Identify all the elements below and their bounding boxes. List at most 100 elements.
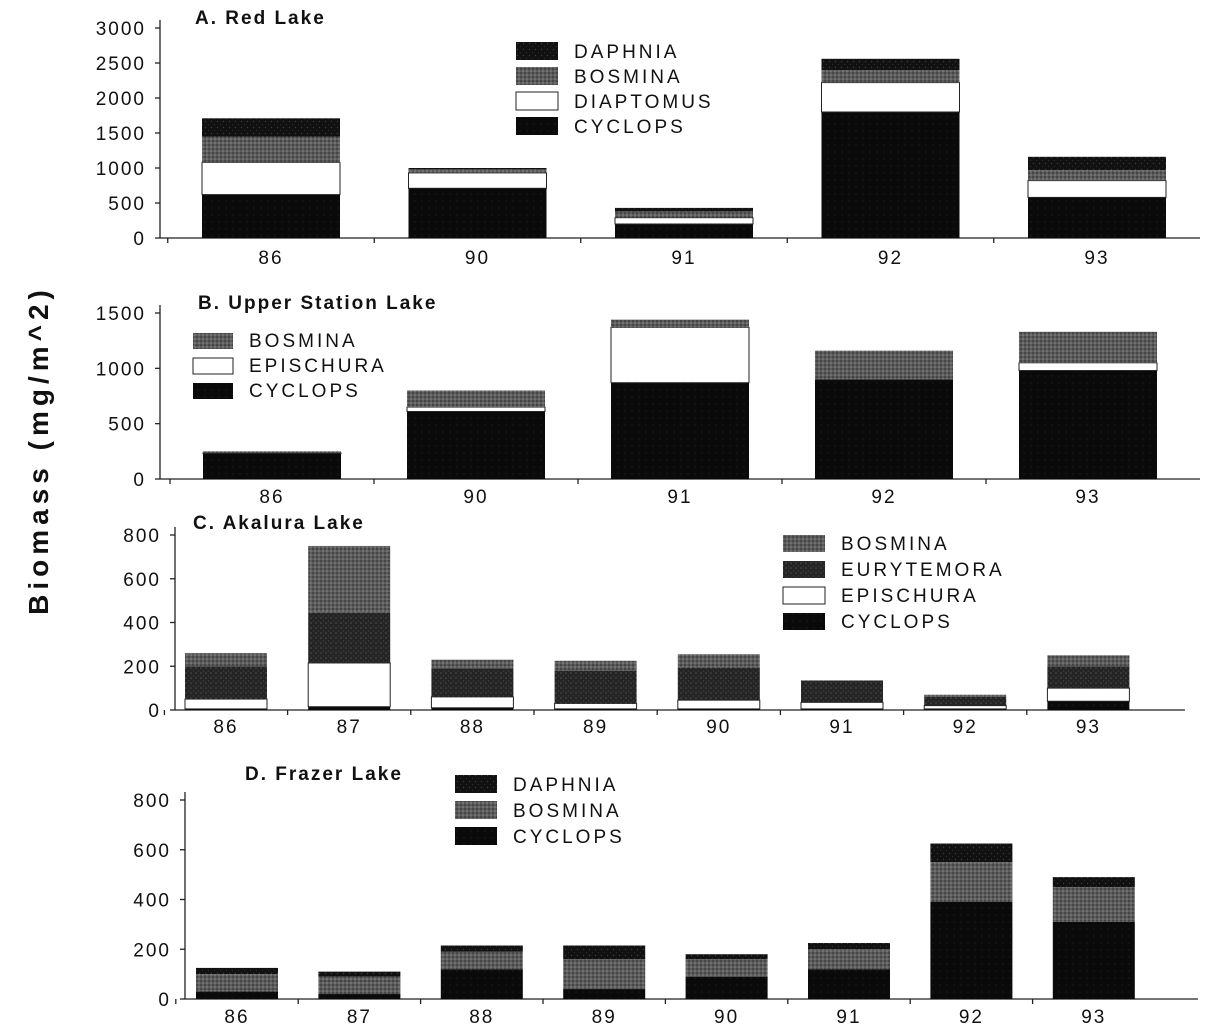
y-tick-label: 200	[123, 657, 161, 678]
bar-segment-cyclops-86	[203, 453, 341, 479]
y-tick-label: 800	[123, 526, 161, 547]
x-tick-label: 91	[829, 717, 854, 738]
bar-segment-cyclops-86	[196, 991, 278, 999]
bar-segment-cyclops-86	[202, 194, 340, 238]
y-tick-label: 1500	[96, 124, 146, 145]
bar-segment-epischura-88	[430, 696, 514, 709]
bar-segment-bosmina-92	[924, 694, 1007, 697]
bar-segment-eurytemora-90	[677, 667, 760, 701]
legend-swatch-bosmina	[193, 333, 233, 349]
y-tick-label: 3000	[96, 19, 146, 40]
x-tick-label: 93	[1084, 248, 1109, 269]
bar-segment-cyclops-93	[1028, 197, 1166, 238]
bar-segment-bosmina-92	[930, 862, 1013, 902]
panel-frazer-lake: 0 200 400 600 800 86 87 88 89 90 91 92 93 D. Frazer L…	[133, 764, 1198, 1028]
y-tick-label: 600	[133, 841, 171, 862]
legend-label-eurytemora: EURYTEMORA	[841, 560, 1005, 581]
bar-segment-bosmina-92	[815, 350, 953, 380]
bar-segment-cyclops-90	[407, 411, 545, 479]
bar-segment-epischura-86	[184, 698, 268, 710]
legend-label-cyclops: CYCLOPS	[841, 612, 953, 633]
legend-label-bosmina: BOSMINA	[841, 534, 950, 555]
bar-segment-bosmina-89	[563, 959, 646, 990]
y-axis-label: Biomass (mg/m^2)	[23, 285, 54, 615]
bar-segment-eurytemora-86	[185, 666, 267, 700]
bar-segment-bosmina-87	[318, 976, 401, 995]
bar-segment-diaptomus-93	[1027, 180, 1167, 198]
x-tick-label: 93	[1081, 1007, 1106, 1028]
legend-label-cyclops: CYCLOPS	[249, 381, 361, 402]
bar-segment-bosmina-88	[431, 659, 514, 669]
x-tick-label: 92	[953, 717, 978, 738]
y-tick-label: 400	[133, 891, 171, 912]
bar-segment-cyclops-93	[1047, 701, 1130, 710]
x-tick-label: 89	[583, 717, 608, 738]
panel-red-lake: 0 500 1000 1500 2000 2500 3000 86 90 91 92 93 A. Red…	[96, 8, 1200, 269]
x-tick-label: 91	[667, 487, 692, 508]
bar-segment-cyclops-92	[924, 708, 1007, 710]
legend-swatch-bosmina	[783, 535, 825, 552]
panel-akalura-lake: 0 200 400 600 800 86 87 88 89 90 91 92 93 C. Akalura …	[123, 513, 1185, 738]
bar-segment-cyclops-91	[808, 969, 890, 999]
x-tick-label: 86	[213, 717, 238, 738]
y-tick-label: 0	[133, 229, 146, 250]
bar-segment-cyclops-90	[677, 708, 760, 710]
legend-label-bosmina: BOSMINA	[574, 67, 683, 88]
bar-segment-bosmina-90	[408, 169, 547, 173]
y-tick-label: 400	[123, 614, 161, 635]
legend-swatch-cyclops	[455, 827, 497, 845]
y-tick-label: 600	[123, 570, 161, 591]
bar-segment-daphnia-87	[318, 971, 401, 977]
bar-segment-daphnia-90	[408, 168, 547, 170]
legend-swatch-epischura	[192, 357, 234, 375]
bar-segment-bosmina-93	[1047, 655, 1130, 667]
bar-segment-bosmina-93	[1019, 331, 1157, 363]
legend-swatch-bosmina	[516, 67, 558, 85]
bar-segment-eurytemora-89	[554, 670, 637, 704]
bar-segment-eurytemora-91	[801, 680, 883, 703]
y-tick-label: 800	[133, 791, 171, 812]
bar-segment-bosmina-93	[1028, 170, 1166, 181]
bar-segment-cyclops-89	[563, 989, 646, 999]
y-tick-label: 1000	[96, 159, 146, 180]
bar-segment-epischura-90	[677, 699, 761, 710]
bar-segment-daphnia-88	[440, 945, 523, 952]
bar-segment-eurytemora-92	[924, 696, 1007, 706]
x-tick-label: 92	[878, 248, 903, 269]
bar-segment-cyclops-93	[1052, 921, 1135, 999]
legend-swatch-cyclops	[193, 383, 233, 399]
bar-segment-epischura-89	[554, 702, 638, 710]
legend-label-daphnia: DAPHNIA	[513, 775, 618, 796]
bar-segment-daphnia-91	[808, 943, 890, 950]
bar-segment-bosmina-90	[685, 959, 768, 977]
bar-segment-epischura-92	[923, 705, 1007, 710]
x-tick-label: 86	[224, 1007, 249, 1028]
bar-segment-daphnia-93	[1028, 156, 1166, 171]
bar-segment-daphnia-93	[1052, 877, 1135, 888]
bar-segment-epischura-93	[1018, 362, 1158, 372]
bar-segment-epischura-91	[800, 701, 884, 710]
bar-segment-diaptomus-86	[201, 161, 341, 196]
x-tick-label: 90	[465, 248, 490, 269]
bar-segment-bosmina-91	[615, 211, 753, 218]
legend-label-cyclops: CYCLOPS	[513, 827, 625, 848]
bar-segment-bosmina-87	[308, 545, 391, 613]
bar-segment-eurytemora-88	[431, 668, 514, 697]
x-tick-label: 87	[337, 717, 362, 738]
bar-segment-cyclops-91	[615, 224, 753, 238]
bar-segment-cyclops-90	[408, 188, 547, 238]
legend-label-bosmina: BOSMINA	[513, 801, 622, 822]
legend-swatch-cyclops	[783, 613, 825, 630]
x-tick-label: 93	[1075, 487, 1100, 508]
bar-segment-daphnia-89	[563, 945, 646, 960]
legend-label-cyclops: CYCLOPS	[574, 117, 686, 138]
bar-segment-daphnia-86	[196, 967, 278, 975]
legend-label-epischura: EPISCHURA	[841, 586, 979, 607]
panel-title: A. Red Lake	[195, 8, 326, 29]
x-tick-label: 91	[671, 248, 696, 269]
panel-title: D. Frazer Lake	[245, 764, 403, 785]
bar-segment-bosmina-92	[821, 70, 960, 83]
y-tick-label: 500	[108, 415, 146, 436]
x-tick-label: 88	[469, 1007, 494, 1028]
bar-segment-bosmina-90	[407, 390, 545, 408]
